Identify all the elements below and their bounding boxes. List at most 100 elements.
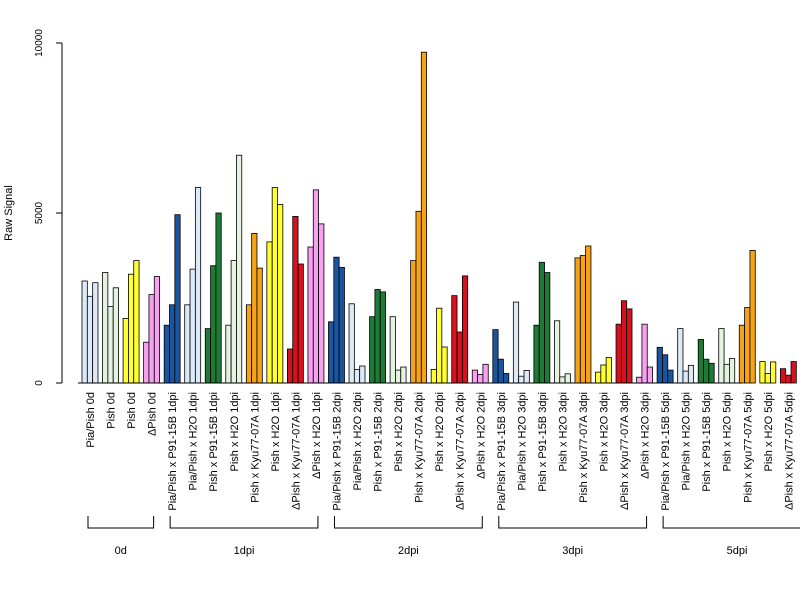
- x-tick-label: Pia/Pish x P91-15B 5dpi: [660, 392, 672, 511]
- bar: [461, 275, 469, 384]
- group-label: 3dpi: [562, 545, 583, 557]
- bar: [236, 154, 243, 384]
- bar: [271, 187, 278, 384]
- bar: [605, 357, 612, 384]
- x-tick-label: Pia/Pish x H2O 5dpi: [681, 392, 693, 490]
- bar: [667, 369, 674, 384]
- x-tick-label: Pish x H2O 3dpi: [557, 392, 569, 471]
- bar: [600, 364, 607, 384]
- bar: [564, 373, 571, 384]
- bar: [230, 260, 237, 384]
- bar: [697, 339, 704, 384]
- bar: [764, 373, 771, 384]
- x-tick-label: ΔPish x Kyu77-07A 2dpi: [455, 392, 467, 510]
- y-axis-label: Raw Signal: [3, 185, 15, 241]
- bar: [708, 362, 715, 384]
- bar: [682, 370, 689, 384]
- bar: [153, 276, 161, 384]
- bar: [477, 374, 484, 384]
- group-bracket: [333, 516, 483, 529]
- y-tick-label: 5000: [34, 201, 45, 224]
- bar: [687, 364, 695, 384]
- group-label: 0d: [115, 545, 127, 557]
- bar: [554, 320, 561, 384]
- bar: [204, 328, 211, 384]
- bar: [312, 189, 319, 384]
- bar: [348, 303, 355, 384]
- bar: [189, 268, 196, 384]
- bar: [677, 328, 684, 384]
- group-bracket: [498, 516, 648, 529]
- bar: [492, 329, 499, 384]
- bar: [395, 369, 402, 384]
- bar: [169, 304, 176, 384]
- x-tick-label: Pish x Kyu77-07A 5dpi: [742, 392, 754, 503]
- bar: [415, 210, 422, 384]
- x-tick-label: Pish x P91-15B 2dpi: [373, 392, 385, 492]
- bar: [626, 308, 633, 384]
- bar: [615, 323, 622, 384]
- bar: [307, 246, 314, 384]
- bar: [102, 272, 109, 384]
- x-tick-label: Pish x H2O 5dpi: [722, 392, 734, 471]
- bar: [749, 249, 756, 384]
- bar: [518, 375, 525, 384]
- bar: [636, 376, 643, 384]
- bar: [595, 371, 602, 384]
- bar: [86, 295, 94, 384]
- bar: [620, 300, 628, 384]
- y-tick-label: 10000: [34, 29, 45, 57]
- bar: [143, 341, 150, 384]
- x-tick-label: ΔPish x Kyu77-07A 1dpi: [290, 392, 302, 510]
- x-tick-label: Pish 0d: [106, 392, 118, 429]
- bar: [420, 51, 428, 384]
- x-tick-label: Pish x H2O 1dpi: [270, 392, 282, 471]
- bar: [497, 358, 504, 384]
- y-axis: 0 5000 10000: [34, 29, 63, 386]
- bar: [210, 265, 217, 384]
- x-tick-label: Pish x H2O 2dpi: [434, 392, 446, 471]
- x-tick-label: Pish x H2O 5dpi: [763, 392, 775, 471]
- group-label: 5dpi: [727, 545, 748, 557]
- bar: [456, 331, 463, 384]
- bar: [503, 373, 510, 384]
- bar: [286, 348, 294, 384]
- bar: [441, 346, 448, 384]
- bar: [297, 263, 304, 384]
- bar: [482, 363, 489, 384]
- x-tick-label: Pia/Pish x H2O 2dpi: [352, 392, 364, 490]
- bar: [112, 287, 119, 384]
- y-tick-label: 0: [34, 380, 45, 386]
- bar: [759, 361, 766, 384]
- bar: [374, 289, 381, 384]
- group-label: 1dpi: [234, 545, 255, 557]
- bar: [318, 223, 325, 384]
- group-label: 2dpi: [398, 545, 419, 557]
- bar: [646, 366, 653, 384]
- bar: [400, 366, 407, 384]
- bar: [585, 245, 592, 384]
- bar: [790, 361, 797, 384]
- x-tick-label: Pish x Kyu77-07A 2dpi: [414, 392, 426, 503]
- x-tick-label: ΔPish x H2O 3dpi: [640, 392, 652, 479]
- bar: [133, 260, 140, 384]
- bar: [338, 266, 345, 384]
- x-tick-label: ΔPish x Kyu77-07A 3dpi: [619, 392, 631, 510]
- bar: [579, 255, 587, 384]
- group-bracket: [87, 516, 155, 529]
- x-tick-label: Pia/Pish x P91-15B 2dpi: [331, 392, 343, 511]
- bar: [703, 358, 710, 384]
- x-tick-label: ΔPish x H2O 1dpi: [311, 392, 323, 479]
- bar: [641, 323, 648, 384]
- bar: [256, 267, 263, 384]
- bar: [107, 306, 114, 384]
- bar: [656, 346, 663, 384]
- bar: [333, 256, 340, 384]
- x-tick-label: Pish x Kyu77-07A 3dpi: [578, 392, 590, 503]
- x-tick-label: ΔPish x Kyu77-07A 5dpi: [783, 392, 795, 510]
- bar: [738, 324, 746, 384]
- x-tick-label: Pish 0d: [126, 392, 138, 429]
- bar: [544, 272, 551, 384]
- x-tick-label: Pia/Pish x H2O 3dpi: [516, 392, 528, 490]
